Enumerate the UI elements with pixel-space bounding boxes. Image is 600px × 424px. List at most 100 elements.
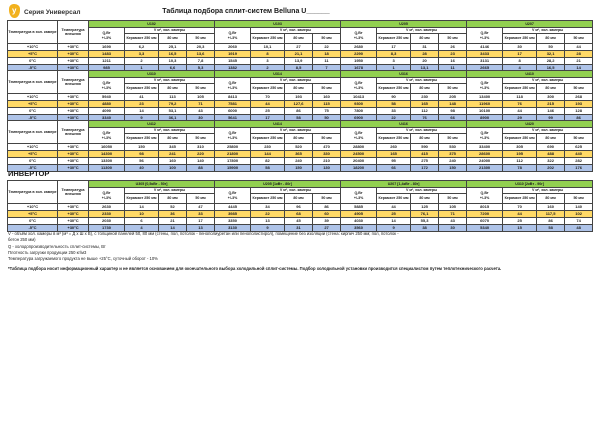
v-50mm-cell: 115 — [312, 100, 342, 108]
col-keramzit-header: Керамзит 250 мм — [376, 193, 412, 204]
q-value-cell: 4905 — [340, 210, 378, 218]
v-keramzit-cell: 66 — [376, 164, 412, 172]
q-value-cell: 21800 — [214, 150, 252, 158]
v-50mm-cell: 470 — [312, 143, 342, 151]
col-80mm-header: 80 мм — [536, 33, 566, 44]
q-header: Q,Вт +/-3% — [340, 27, 378, 44]
v-keramzit-cell: 305 — [502, 143, 538, 151]
q-value-cell: 14300 — [88, 150, 125, 158]
v-keramzit-cell: 44 — [502, 107, 538, 115]
temp-outside-cell: +30°С — [57, 107, 89, 115]
v-50mm-cell: 105 — [438, 203, 468, 211]
model-header: U305 [0,5кВт - 50г] — [87, 180, 216, 188]
model-header: U420 — [466, 120, 594, 128]
v-keramzit-cell: 165 — [376, 150, 412, 158]
v-80mm-cell: 76,1 — [410, 210, 440, 218]
col-50mm-header: 50 мм — [438, 33, 468, 44]
v-50mm-cell: 71 — [185, 100, 216, 108]
q-value-cell: 9300 — [340, 100, 378, 108]
q-value-cell: 1919 — [214, 50, 252, 58]
q-value-cell: 28800 — [340, 143, 378, 151]
v-keramzit-cell: 14 — [124, 203, 159, 211]
footnote-line: Температура загружаемого продукта не выш… — [8, 256, 158, 262]
model-header: U205 — [340, 20, 468, 28]
temp-chamber-cell: +5°С — [7, 50, 58, 58]
col-80mm-header: 80 мм — [536, 193, 566, 204]
v-keramzit-cell: 23 — [124, 100, 159, 108]
v-50mm-cell: 11 — [312, 57, 342, 65]
footnote-line: бетон 250 мм) — [8, 237, 36, 243]
col-keramzit-header: Керамзит 250 мм — [502, 133, 538, 144]
v-keramzit-cell: 230 — [250, 143, 286, 151]
v-80mm-cell: 31 — [410, 43, 440, 51]
q-value-cell: 7800 — [340, 107, 378, 115]
v-keramzit-cell: 30 — [502, 43, 538, 51]
q-header: Q,Вт +/-3% — [88, 187, 125, 204]
v-50mm-cell: 530 — [438, 143, 468, 151]
v-keramzit-cell: 25 — [376, 210, 412, 218]
v-keramzit-cell: 3 — [376, 57, 412, 65]
v-keramzit-cell: 41 — [124, 93, 159, 101]
temp-outside-cell: +30°С — [57, 157, 89, 165]
selection-table: Температура в хол. камере Температура вне… — [7, 70, 594, 122]
q-value-cell: 24000 — [466, 157, 504, 165]
model-header: U414 — [214, 120, 342, 128]
v-50mm-cell: 176 — [564, 164, 594, 172]
v-50mm-cell: 18 — [312, 50, 342, 58]
footnote-line: Плотность загрузки продукции 250 кг/м3 — [8, 249, 87, 255]
col-50mm-header: 50 мм — [564, 33, 594, 44]
col-80mm-header: 80 мм — [158, 33, 187, 44]
q-value-cell: 1483 — [88, 50, 125, 58]
temp-outside-cell: +30°С — [57, 203, 89, 211]
temp-outside-cell: +30°С — [57, 143, 89, 151]
v-keramzit-cell: 17 — [502, 50, 538, 58]
q-value-cell: 15900 — [214, 164, 252, 172]
v-80mm-cell: 79,2 — [158, 100, 187, 108]
col-80mm-header: 80 мм — [284, 33, 314, 44]
v-keramzit-cell: 98 — [124, 150, 159, 158]
temp-outside-cell: +30°С — [57, 57, 89, 65]
col-keramzit-header: Керамзит 250 мм — [124, 133, 159, 144]
col-80mm-header: 80 мм — [536, 133, 566, 144]
col-keramzit-header: Керамзит 250 мм — [250, 193, 286, 204]
q-value-cell: 20400 — [340, 157, 378, 165]
v-80mm-cell: 10,3 — [158, 57, 187, 65]
v-80mm-cell: 21 — [158, 217, 187, 225]
v-50mm-cell: 625 — [564, 143, 594, 151]
v-80mm-cell: 215 — [536, 100, 566, 108]
v-50mm-cell: 102 — [564, 210, 594, 218]
col-80mm-header: 80 мм — [410, 33, 440, 44]
q-value-cell: 21300 — [466, 164, 504, 172]
footnote-star: *Таблица подбора носит информационный ха… — [8, 266, 502, 271]
q-value-cell: 1950 — [340, 57, 378, 65]
temp-outside-cell: +30°С — [57, 210, 89, 218]
q-header: Q,Вт +/-3% — [340, 127, 378, 144]
q-header: Q,Вт +/-3% — [466, 187, 504, 204]
temp-outside-cell: +30°С — [57, 100, 89, 108]
col-50mm-header: 50 мм — [564, 193, 594, 204]
col-keramzit-header: Керамзит 250 мм — [376, 33, 412, 44]
v-80mm-cell: 52 — [158, 203, 187, 211]
temp-chamber-cell: +5°С — [7, 150, 58, 158]
q-value-cell: 13400 — [466, 93, 504, 101]
col-50mm-header: 50 мм — [564, 83, 594, 94]
q-value-cell: 6070 — [466, 217, 504, 225]
v-80mm-cell: 20 — [410, 57, 440, 65]
q-value-cell: 10100 — [466, 107, 504, 115]
v-keramzit-cell: 13 — [250, 217, 286, 225]
q-value-cell: 3350 — [214, 217, 252, 225]
v-50mm-cell: 160 — [312, 93, 342, 101]
v-80mm-cell: 172 — [410, 164, 440, 172]
v-80mm-cell: 55,3 — [410, 217, 440, 225]
col-keramzit-header: Керамзит 250 мм — [124, 193, 159, 204]
v-keramzit-cell: 90 — [376, 93, 412, 101]
inverter-table: Температура в хол. камере Температура вне… — [7, 180, 594, 232]
table-row: -5°С +30°С 1730 4 14 13 3130 9 31 27 3560 9 38 30 5340… — [7, 224, 594, 232]
v-50mm-cell: 282 — [564, 157, 594, 165]
temp-chamber-cell: +10°С — [7, 43, 58, 51]
col-80mm-header: 80 мм — [284, 193, 314, 204]
footnotes: V - объём хол. камеры в м³ (м³ = Д х Ш х… — [8, 231, 594, 262]
q-value-cell: 5885 — [340, 203, 378, 211]
v-80mm-cell: 96 — [284, 203, 314, 211]
